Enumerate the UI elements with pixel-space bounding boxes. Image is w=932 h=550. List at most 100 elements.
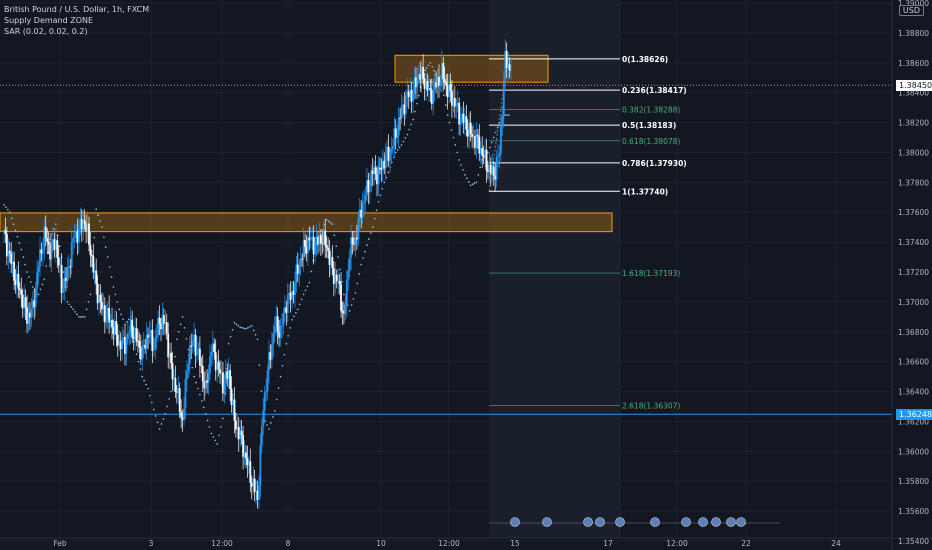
sar-dot	[143, 379, 145, 382]
sar-dot	[227, 342, 230, 345]
sar-dot	[250, 324, 253, 327]
candle-body	[412, 94, 414, 102]
current-price-tag: 1.38450	[896, 79, 932, 91]
candle-body	[446, 85, 449, 98]
sar-dot	[456, 151, 459, 154]
sar-dot	[185, 337, 188, 340]
candle-body	[49, 244, 51, 260]
candle-body	[69, 266, 72, 268]
candle-body	[419, 73, 422, 81]
candle-body	[236, 426, 239, 430]
candle-body	[198, 348, 201, 366]
candle-body	[453, 97, 456, 107]
candle-body	[31, 300, 34, 310]
sar-dot	[66, 301, 69, 303]
sar-dot	[492, 136, 495, 139]
sar-dot	[254, 333, 257, 336]
candle-body	[259, 445, 262, 486]
symbol-title[interactable]: British Pound / U.S. Dollar, 1h, FXCM	[4, 5, 150, 14]
x-tick-label: 12:00	[211, 539, 233, 548]
candle-body	[47, 241, 50, 245]
sar-dot	[101, 226, 103, 228]
sar-dot	[275, 398, 278, 401]
sar-dot	[243, 327, 245, 330]
candle-body	[262, 410, 265, 427]
candle-body	[132, 337, 135, 339]
indicator-sar[interactable]: SAR (0.02, 0.02, 0.2)	[4, 27, 88, 36]
sar-dot	[83, 316, 86, 318]
sar-dot	[26, 271, 28, 273]
candle-body	[415, 77, 417, 88]
sar-dot	[310, 270, 313, 273]
horizontal-line[interactable]	[0, 84, 892, 415]
candle-body	[34, 288, 37, 307]
candle-body	[57, 257, 60, 266]
candle-body	[197, 348, 200, 350]
sar-dot	[423, 69, 426, 72]
candle-body	[229, 370, 232, 389]
sar-dot	[270, 422, 272, 424]
candle-body	[510, 70, 512, 72]
sar-dot	[233, 322, 236, 324]
candle-body	[165, 322, 168, 334]
candle-body	[347, 270, 350, 280]
candle-body	[250, 482, 253, 487]
candle-body	[147, 335, 149, 338]
sar-dot	[458, 159, 460, 161]
sar-dot	[504, 114, 507, 116]
candle-body	[417, 73, 420, 79]
sar-dot	[281, 364, 284, 367]
y-tick-label: 1.38600	[898, 59, 929, 68]
economic-events[interactable]	[489, 517, 780, 527]
candle-body	[227, 370, 230, 379]
candle-body	[161, 315, 164, 330]
sar-dot	[32, 286, 34, 288]
candle-body	[344, 304, 347, 314]
sar-dot	[475, 181, 478, 184]
sar-dot	[427, 64, 430, 67]
sar-dot	[41, 283, 44, 286]
candle-body	[37, 266, 40, 273]
candle-body	[224, 371, 227, 384]
sar-dot	[479, 166, 482, 169]
indicator-supply-demand[interactable]: Supply Demand ZONE	[4, 16, 94, 25]
candle-body	[181, 417, 184, 420]
fibonacci-retracement[interactable]: 0(1.38626) 0.236(1.38417) 0.382(1.38288) 0.…	[488, 55, 687, 411]
event-icon	[726, 517, 736, 527]
candle-body	[206, 380, 208, 383]
candle-body	[246, 458, 249, 466]
candle-body	[304, 240, 306, 247]
candle-body	[213, 343, 216, 353]
sar-dot	[387, 171, 389, 174]
candle-body	[505, 50, 508, 68]
candle-body	[52, 239, 54, 243]
candle-body	[448, 83, 450, 98]
candle-body	[330, 257, 332, 265]
sar-dot	[162, 418, 165, 420]
candle-body	[374, 167, 377, 175]
candle-body	[471, 134, 474, 138]
sar-dot	[408, 128, 411, 131]
sar-dot	[473, 182, 476, 185]
candle-body	[364, 195, 367, 201]
x-tick-label: 3	[149, 539, 154, 548]
candle-body	[407, 91, 410, 98]
candle-body	[289, 292, 292, 300]
y-tick-label: 1.38000	[898, 148, 929, 157]
currency-badge[interactable]: USD	[898, 5, 924, 16]
candle-body	[72, 237, 75, 243]
candle-body	[318, 235, 321, 245]
candle-body	[139, 347, 142, 360]
sar-dot	[85, 308, 88, 311]
x-tick-label: 12:00	[438, 539, 460, 548]
candle-body	[361, 203, 364, 218]
sar-dot	[239, 326, 242, 329]
candle-body	[75, 230, 77, 237]
candle-body	[39, 249, 41, 267]
candle-body	[240, 430, 243, 436]
candle-body	[135, 327, 138, 341]
hline-price-tag: 1.36248	[896, 408, 932, 420]
candle-body	[430, 90, 433, 104]
candle-body	[376, 174, 378, 185]
